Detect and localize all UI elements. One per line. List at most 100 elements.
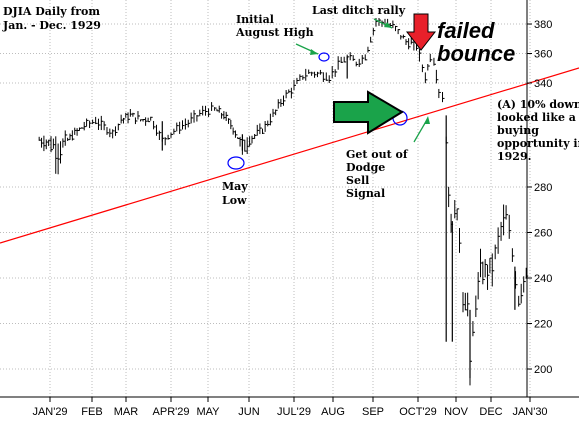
price-bar xyxy=(467,292,470,317)
price-bar xyxy=(55,136,58,174)
price-bar xyxy=(484,259,488,278)
price-bar xyxy=(477,272,481,300)
price-bar xyxy=(316,71,320,78)
y-tick-label: 360 xyxy=(534,49,552,61)
price-bar xyxy=(170,132,173,138)
price-bar xyxy=(190,112,194,124)
price-bar xyxy=(462,292,465,313)
circle-may-low xyxy=(227,156,245,170)
price-bar xyxy=(491,253,495,287)
price-bar xyxy=(296,77,299,85)
price-bar xyxy=(494,244,498,260)
annotation-sell-signal: Get out of Dodge Sell Signal xyxy=(346,148,409,200)
price-bar xyxy=(372,28,376,36)
price-bar xyxy=(97,118,101,130)
price-bar xyxy=(518,295,521,307)
price-bar xyxy=(448,186,451,208)
price-bar xyxy=(400,35,403,40)
annotation-note-a-line: looked like a xyxy=(497,111,576,124)
price-bar xyxy=(308,69,311,74)
price-bar xyxy=(132,112,135,117)
price-bar xyxy=(290,87,294,99)
price-bar xyxy=(418,49,422,62)
price-bar xyxy=(305,68,308,81)
price-bar xyxy=(367,46,370,53)
price-bar xyxy=(129,108,133,117)
price-bar xyxy=(293,79,296,91)
price-bar xyxy=(237,136,240,140)
price-bar xyxy=(179,121,182,134)
price-bar xyxy=(67,137,70,141)
price-bar xyxy=(489,257,492,274)
price-bar xyxy=(311,71,314,76)
x-tick-label: FEB xyxy=(81,406,102,418)
price-bar xyxy=(456,208,460,221)
x-tick-label: OCT'29 xyxy=(399,406,437,418)
price-bar xyxy=(142,118,146,122)
price-bar xyxy=(150,116,153,121)
price-bar xyxy=(234,130,238,138)
price-bar xyxy=(112,129,115,139)
price-bar xyxy=(352,55,356,61)
price-bar xyxy=(211,102,214,111)
price-bar xyxy=(424,72,428,84)
price-bar xyxy=(408,38,411,50)
price-bar xyxy=(251,135,254,144)
annotation-sell-signal-line: Get out of xyxy=(346,148,409,161)
price-bar xyxy=(416,44,419,51)
price-bar xyxy=(214,107,217,111)
price-bar xyxy=(285,90,289,99)
price-bar xyxy=(442,92,445,103)
price-bar xyxy=(256,124,260,136)
price-bar xyxy=(216,108,219,112)
x-tick-label: MAR xyxy=(114,406,139,418)
annotation-initial-august-high-line: August High xyxy=(235,26,314,39)
price-bar xyxy=(249,136,252,147)
price-bar xyxy=(395,25,398,32)
price-bar xyxy=(62,138,65,148)
price-bar xyxy=(322,72,326,82)
price-bar xyxy=(187,119,191,128)
price-bar xyxy=(337,56,341,70)
annotation-initial-august-high-line: Initial xyxy=(236,13,274,26)
price-bar xyxy=(361,55,365,64)
price-bar xyxy=(299,74,302,82)
price-bar xyxy=(48,139,51,147)
price-bar xyxy=(83,121,87,131)
price-bar xyxy=(109,128,112,138)
price-bar xyxy=(86,118,89,127)
price-bar xyxy=(127,112,131,124)
red-down-arrow xyxy=(405,13,437,51)
grid xyxy=(0,0,531,397)
price-bar xyxy=(184,118,188,130)
price-bar xyxy=(223,111,226,120)
price-bar xyxy=(511,248,515,262)
annotations: DJIA Daily from Jan. - Dec. 1929 Initial Au… xyxy=(2,4,579,207)
price-bar xyxy=(288,89,291,94)
price-bar xyxy=(225,111,229,121)
price-bar xyxy=(228,118,231,124)
price-bar xyxy=(60,141,63,164)
y-tick-label: 240 xyxy=(534,273,552,285)
price-bar xyxy=(275,109,278,116)
price-bar xyxy=(52,138,56,149)
price-bar xyxy=(397,29,401,35)
price-bar xyxy=(100,115,104,131)
price-bar xyxy=(523,276,526,293)
trendline-layer xyxy=(0,67,579,244)
annotation-note-a-line: opportunity in xyxy=(497,137,579,150)
price-bar xyxy=(269,113,273,126)
price-bar xyxy=(402,34,406,39)
x-tick-label: NOV xyxy=(444,406,469,418)
price-bar xyxy=(41,137,44,148)
price-bar xyxy=(349,52,353,61)
price-bar xyxy=(381,20,384,27)
y-tick-label: 280 xyxy=(534,182,552,194)
price-bar xyxy=(340,56,344,63)
price-bar xyxy=(427,63,430,71)
price-bar xyxy=(158,130,162,141)
price-bar xyxy=(370,36,373,43)
price-bar xyxy=(405,39,408,45)
price-bar xyxy=(259,123,262,135)
